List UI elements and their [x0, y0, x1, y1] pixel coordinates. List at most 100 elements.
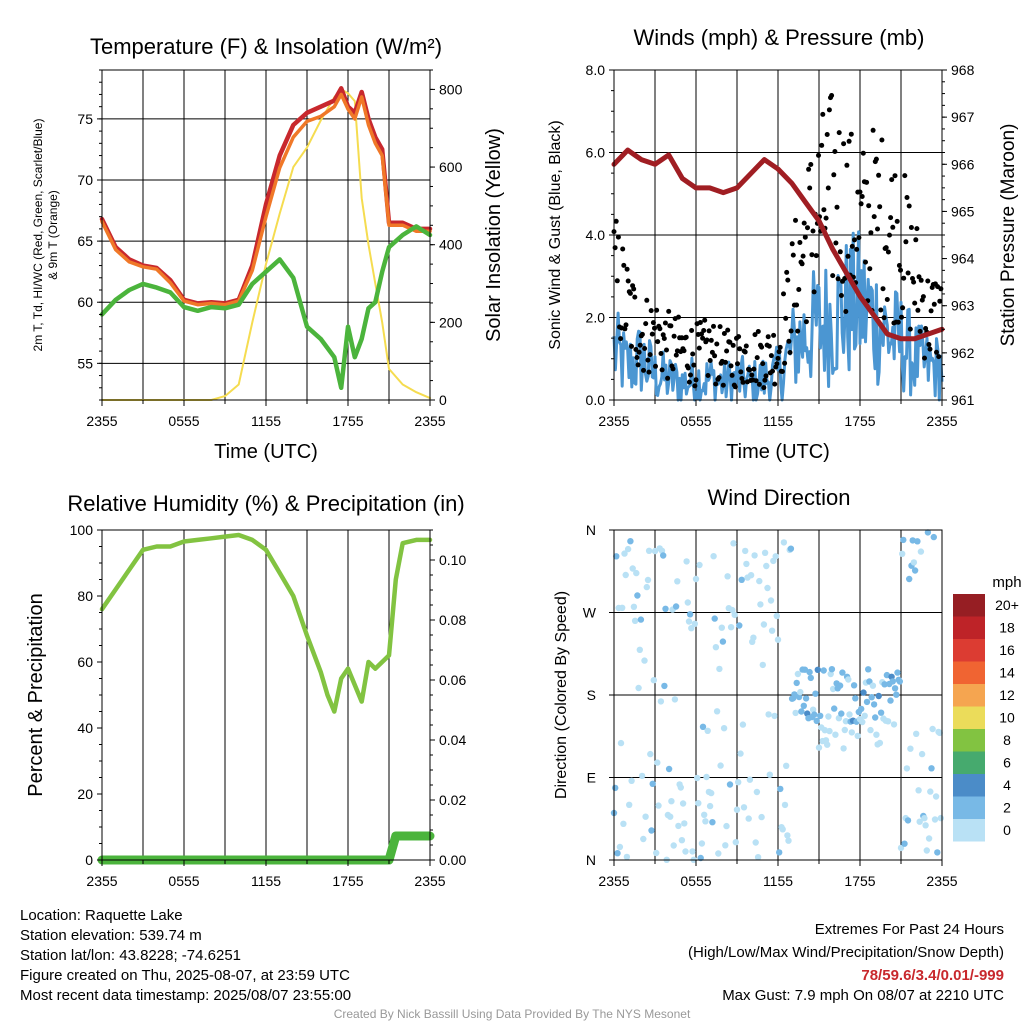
gust-point: [867, 266, 873, 272]
wind-direction-point: [813, 717, 820, 725]
wind-direction-point: [640, 835, 647, 843]
station-info: Location: Raquette Lake Station elevatio…: [20, 906, 351, 1006]
wind-direction-point: [731, 611, 738, 619]
gust-point: [912, 300, 918, 306]
gust-point: [618, 336, 624, 342]
gust-point: [637, 342, 643, 348]
gust-point: [911, 279, 917, 285]
wind-direction-point: [654, 759, 661, 766]
wind-direction-point: [747, 572, 755, 579]
gust-point: [650, 320, 656, 326]
gust-point: [723, 359, 728, 365]
gust-point: [896, 263, 902, 268]
gust-point: [931, 301, 937, 307]
wind-direction-point: [907, 745, 914, 752]
y-right-tick-label: 0.02: [439, 792, 466, 808]
gust-point: [666, 308, 672, 314]
legend-label: 4: [1003, 777, 1011, 793]
gust-point: [835, 276, 841, 282]
humidity-ticks: 2355 0555 1155 1755 2355 0 20 40 60 80 100 0.00 0.02…: [70, 522, 467, 889]
gust-point: [649, 331, 655, 337]
gust-point: [673, 352, 679, 358]
wind-direction-point: [752, 839, 759, 846]
temperature-ticks: 2355 0555 1155 1755 2355 55 60 65 70 75 0 200 400 600…: [77, 69, 463, 429]
gust-point: [837, 249, 843, 255]
wind-direction-point: [717, 762, 724, 769]
wind-direction-point: [916, 818, 923, 825]
gust-point: [729, 372, 735, 378]
wind-direction-point: [629, 565, 636, 572]
wind-direction-point: [657, 698, 665, 705]
x-tick-label: 1755: [844, 413, 875, 429]
wind-direction-point: [740, 804, 748, 811]
station-elevation: Station elevation: 539.74 m: [20, 927, 202, 944]
wind-direction-point: [794, 670, 802, 678]
y-right-tick-label: 0.04: [439, 732, 466, 748]
wind-direction-point: [865, 666, 872, 673]
gust-point: [753, 378, 759, 384]
wind-direction-point: [735, 779, 742, 786]
y-tick-label: 0: [85, 852, 93, 868]
wind-direction-point: [708, 789, 715, 797]
gust-point: [845, 253, 851, 259]
wind-direction-point: [768, 627, 776, 634]
gust-point: [854, 246, 860, 252]
gust-point: [642, 346, 648, 351]
wind-direction-point: [772, 553, 779, 560]
wind-direction-point: [637, 616, 645, 623]
temperature-x-axis-label: Time (UTC): [214, 441, 318, 463]
figure-created: Figure created on Thu, 2025-08-07, at 23…: [20, 967, 350, 984]
wind-direction-point: [922, 822, 929, 829]
gust-point: [639, 331, 645, 337]
legend-label: 12: [999, 687, 1015, 703]
gust-point: [892, 173, 898, 179]
legend-swatch: [953, 751, 985, 774]
wind-direction-point: [718, 624, 725, 631]
wind-direction-point: [624, 545, 632, 553]
x-tick-label: 0555: [680, 413, 711, 429]
max-gust: Max Gust: 7.9 mph On 08/07 at 2210 UTC: [722, 987, 1004, 1004]
wind-direction-point: [638, 772, 646, 780]
x-tick-label: 2355: [598, 873, 629, 889]
gust-point: [681, 348, 687, 354]
wind-direction-point: [616, 843, 624, 851]
gust-point: [671, 333, 677, 339]
wind-direction-point: [745, 815, 752, 822]
gust-point: [686, 379, 692, 385]
y-right-tick-label: 962: [951, 345, 975, 361]
gust-point: [830, 273, 836, 279]
wind-direction-point: [688, 625, 695, 632]
wind-direction-point: [617, 739, 625, 747]
gust-point: [925, 278, 931, 284]
x-tick-label: 1155: [251, 873, 281, 889]
gust-point: [813, 253, 819, 259]
gust-point: [727, 339, 733, 345]
wind-direction-point: [689, 848, 696, 855]
gust-point: [928, 308, 934, 314]
gust-point: [841, 141, 847, 147]
wind-direction-point: [842, 718, 850, 725]
gust-point: [751, 366, 757, 372]
wind-direction-point: [891, 685, 899, 692]
dewpoint-line: [99, 224, 433, 391]
legend-swatch: [953, 819, 985, 842]
wind-direction-point: [674, 578, 681, 585]
gust-point: [900, 305, 906, 311]
extremes-title: Extremes For Past 24 Hours: [814, 921, 1004, 938]
wind-direction-point: [630, 603, 638, 610]
wind-direction-point: [852, 695, 859, 702]
wind-direction-point: [722, 842, 729, 849]
wind-direction-point: [702, 818, 709, 825]
legend-label: 2: [1003, 800, 1011, 816]
wind-direction-point: [628, 777, 635, 784]
gust-point: [664, 347, 669, 353]
gust-point: [730, 342, 736, 348]
wind-direction-point: [685, 618, 693, 625]
x-tick-label: 1755: [332, 413, 363, 429]
winds-y-axis-label: Sonic Wind & Gust (Blue, Black): [547, 120, 564, 349]
y-right-tick-label: 966: [951, 156, 975, 172]
wind-direction-point: [716, 665, 723, 673]
gust-point: [790, 252, 796, 258]
wind-direction-point: [764, 584, 771, 592]
